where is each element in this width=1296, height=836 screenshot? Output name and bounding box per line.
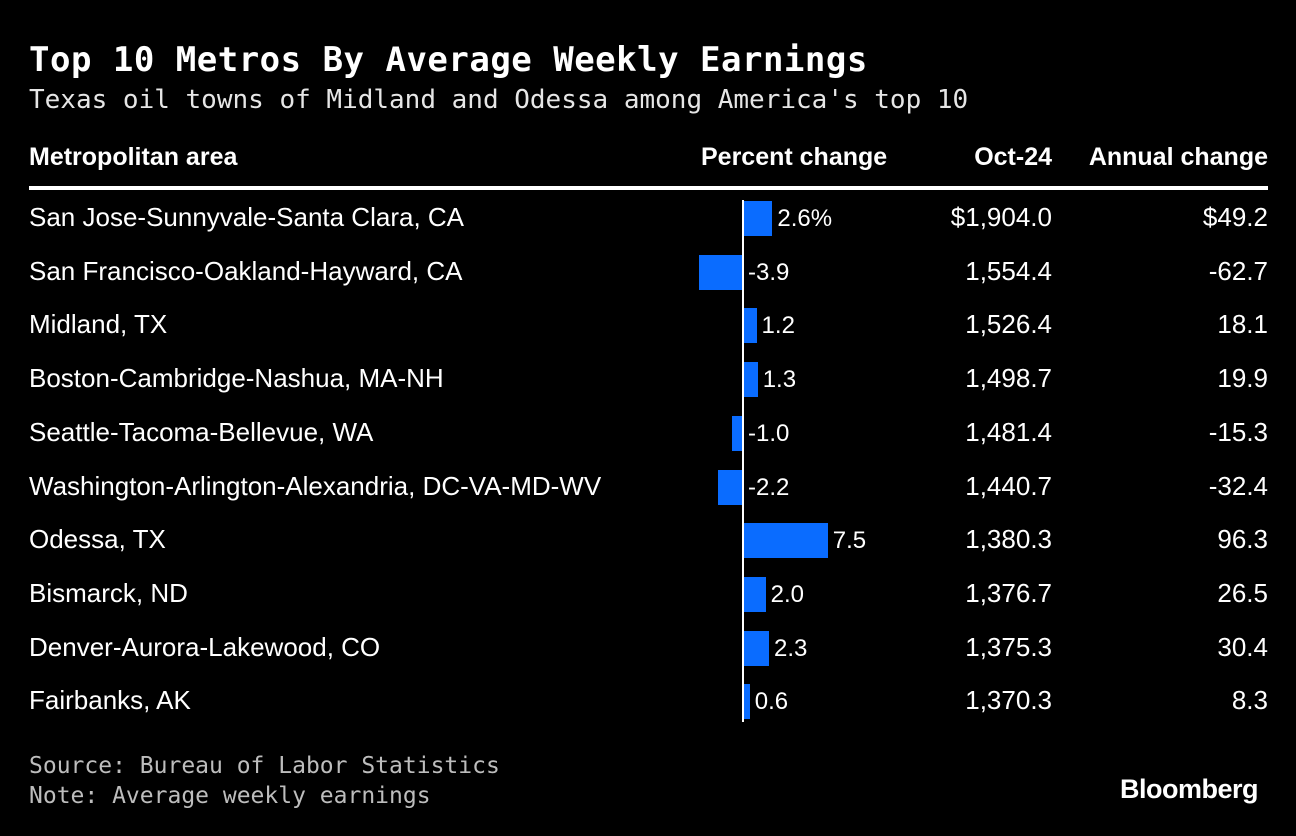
table-row: Boston-Cambridge-Nashua, MA-NH 1.3 1,498.7… xyxy=(0,351,1296,405)
metro-name: Midland, TX xyxy=(29,309,168,340)
oct-24-value: 1,370.3 xyxy=(965,685,1052,716)
percent-change-bar xyxy=(743,308,757,344)
annual-change-value: 8.3 xyxy=(1231,685,1268,716)
chart-title: Top 10 Metros By Average Weekly Earnings xyxy=(29,40,868,80)
bloomberg-logo: Bloomberg xyxy=(1119,774,1259,804)
header-metro: Metropolitan area xyxy=(29,143,238,171)
annual-change-value: 19.9 xyxy=(1217,363,1268,394)
table-row: Denver-Aurora-Lakewood, CO 2.3 1,375.3 30.4 xyxy=(0,620,1296,674)
percent-change-bar xyxy=(743,630,769,666)
percent-change-label: -3.9 xyxy=(748,258,790,286)
table-row: San Jose-Sunnyvale-Santa Clara, CA 2.6% $1… xyxy=(0,190,1296,244)
percent-change-bar xyxy=(743,576,766,612)
metro-name: Denver-Aurora-Lakewood, CO xyxy=(29,631,381,662)
oct-24-value: 1,526.4 xyxy=(965,309,1052,340)
oct-24-value: 1,375.3 xyxy=(965,631,1052,662)
percent-change-bar xyxy=(743,201,773,236)
annual-change-value: 26.5 xyxy=(1217,577,1268,608)
percent-change-bar xyxy=(743,684,750,720)
zero-axis-line xyxy=(742,200,744,722)
table-row: San Francisco-Oakland-Hayward, CA -3.9 1,5… xyxy=(0,244,1296,298)
percent-change-label: -1.0 xyxy=(748,419,790,447)
annual-change-value: 96.3 xyxy=(1217,524,1268,555)
annual-change-value: -15.3 xyxy=(1208,416,1268,447)
percent-change-bar xyxy=(731,415,743,451)
oct-24-value: 1,380.3 xyxy=(965,524,1052,555)
header-rule xyxy=(29,186,1268,190)
table-row: Fairbanks, AK 0.6 1,370.3 8.3 xyxy=(0,673,1296,727)
table-row: Bismarck, ND 2.0 1,376.7 26.5 xyxy=(0,566,1296,620)
metro-name: San Jose-Sunnyvale-Santa Clara, CA xyxy=(29,202,465,232)
percent-change-bar xyxy=(743,362,758,398)
metro-name: Fairbanks, AK xyxy=(29,685,191,716)
annual-change-value: -32.4 xyxy=(1208,470,1268,501)
annual-change-value: -62.7 xyxy=(1208,255,1268,286)
percent-change-label: 0.6 xyxy=(754,688,789,716)
percent-change-label: 2.6% xyxy=(777,205,833,232)
percent-change-label: 1.2 xyxy=(761,312,795,340)
source-note: Source: Bureau of Labor Statistics xyxy=(29,753,500,779)
percent-change-bar xyxy=(718,469,743,505)
metro-name: Seattle-Tacoma-Bellevue, WA xyxy=(29,416,374,447)
annual-change-value: 30.4 xyxy=(1217,631,1268,662)
header-oct-24: Oct-24 xyxy=(974,143,1052,171)
oct-24-value: 1,554.4 xyxy=(965,255,1052,286)
table-row: Midland, TX 1.2 1,526.4 18.1 xyxy=(0,297,1296,351)
oct-24-value: 1,498.7 xyxy=(965,363,1052,394)
metro-name: Boston-Cambridge-Nashua, MA-NH xyxy=(29,363,444,394)
oct-24-value: 1,440.7 xyxy=(965,470,1052,501)
percent-change-label: 2.0 xyxy=(770,580,804,608)
percent-change-label: 7.5 xyxy=(832,527,867,555)
oct-24-value: $1,904.0 xyxy=(950,202,1052,232)
table-row: Seattle-Tacoma-Bellevue, WA -1.0 1,481.4 -1… xyxy=(0,405,1296,459)
metro-name: Bismarck, ND xyxy=(29,577,188,608)
metro-name: Washington-Arlington-Alexandria, DC-VA-M… xyxy=(29,470,602,501)
oct-24-value: 1,376.7 xyxy=(965,577,1052,608)
footnote: Note: Average weekly earnings xyxy=(29,783,431,809)
percent-change-label: -2.2 xyxy=(748,473,790,501)
metro-name: Odessa, TX xyxy=(29,524,166,555)
percent-change-label: 2.3 xyxy=(773,634,808,662)
header-annual-change: Annual change xyxy=(1088,143,1268,171)
oct-24-value: 1,481.4 xyxy=(965,416,1052,447)
metro-name: San Francisco-Oakland-Hayward, CA xyxy=(29,255,463,286)
annual-change-value: 18.1 xyxy=(1217,309,1268,340)
percent-change-bar xyxy=(698,254,743,290)
table-row: Odessa, TX 7.5 1,380.3 96.3 xyxy=(0,512,1296,566)
annual-change-value: $49.2 xyxy=(1202,202,1268,232)
table-row: Washington-Arlington-Alexandria, DC-VA-M… xyxy=(0,459,1296,513)
percent-change-label: 1.3 xyxy=(762,366,797,394)
percent-change-bar xyxy=(743,523,828,559)
chart-subtitle: Texas oil towns of Midland and Odessa am… xyxy=(29,85,969,115)
header-percent-change: Percent change xyxy=(701,143,888,171)
